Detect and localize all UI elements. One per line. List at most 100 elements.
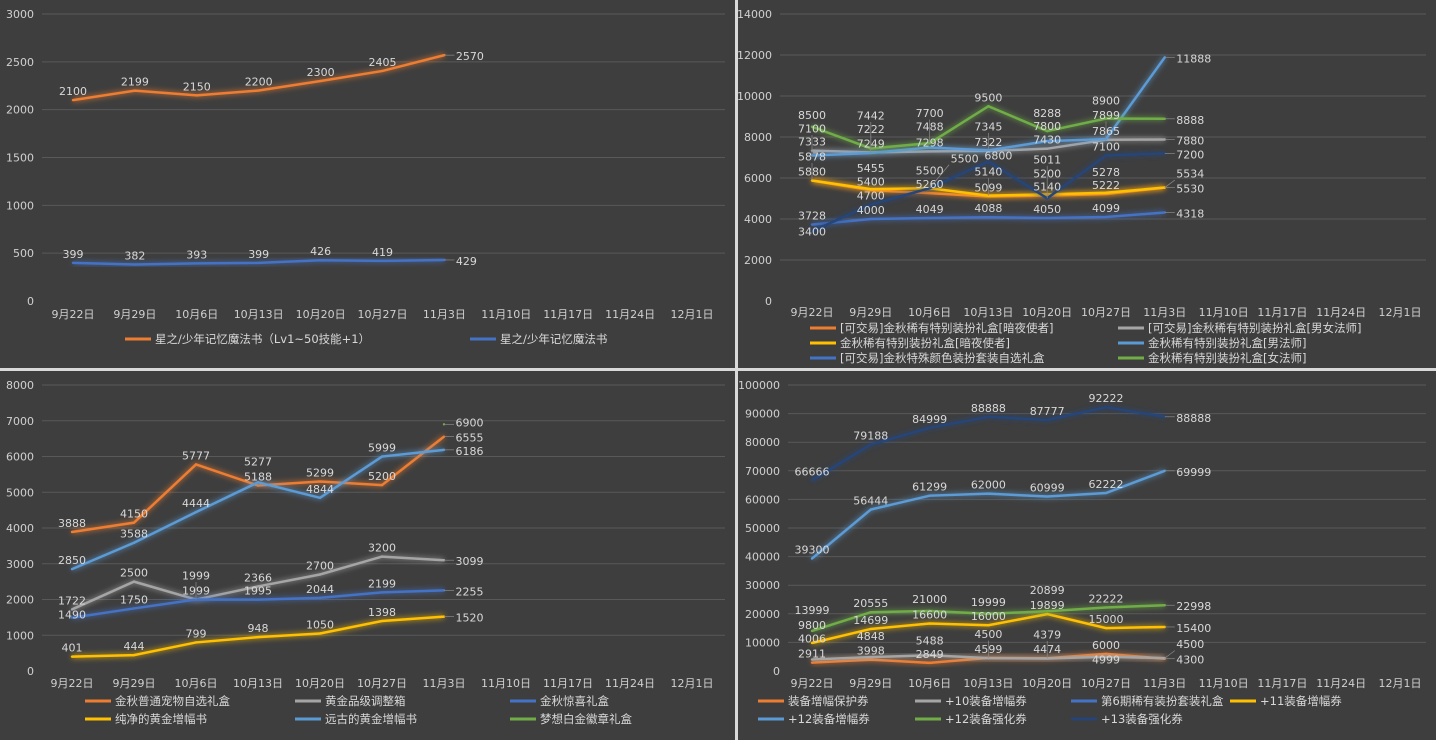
data-point <box>869 203 872 206</box>
data-label: 4844 <box>306 483 334 496</box>
data-point <box>195 262 198 265</box>
data-point <box>928 191 931 195</box>
data-point <box>319 259 322 262</box>
legend-label: 金秋普通宠物自选礼盒 <box>115 694 230 708</box>
data-label: 5277 <box>244 455 272 468</box>
data-label: 7298 <box>916 136 944 149</box>
x-tick-label: 10月6日 <box>908 306 951 319</box>
data-point <box>928 622 931 625</box>
data-label: 5500 <box>951 152 979 165</box>
data-label: 7100 <box>798 122 826 135</box>
y-tick-label: 1500 <box>6 152 34 165</box>
data-label: 7222 <box>857 123 885 136</box>
data-point <box>810 661 814 664</box>
y-tick-label: 6000 <box>6 451 34 464</box>
data-label: 4006 <box>798 633 826 646</box>
data-label: 3588 <box>120 528 148 541</box>
data-label: 2366 <box>244 571 272 584</box>
data-label: 399 <box>63 248 84 261</box>
data-label: 84999 <box>912 413 947 426</box>
data-point <box>380 619 384 623</box>
y-tick-label: 12000 <box>738 49 772 62</box>
x-tick-label: 10月13日 <box>234 308 284 321</box>
data-label: 39300 <box>795 544 830 557</box>
data-label: 1050 <box>306 618 334 631</box>
data-label: 4599 <box>974 643 1002 656</box>
chart-panel-top-left: 0 500 1000 1500 2000 2500 3000 9月22日 9月29日 10月6日 1… <box>0 0 735 368</box>
data-label: 393 <box>186 248 207 261</box>
line-chart: 0 1000 2000 3000 4000 5000 6000 7000 8000 9月22日 9月… <box>6 379 725 726</box>
data-label: 4444 <box>182 497 210 510</box>
data-point <box>380 455 384 458</box>
y-tick-label: 20000 <box>745 608 780 621</box>
chart-panel-bottom-right: 0 10000 20000 30000 40000 50000 60000 70000 8000… <box>738 371 1436 740</box>
data-label: 13999 <box>795 604 830 617</box>
data-point <box>869 627 872 631</box>
x-tick-label: 9月29日 <box>849 306 892 319</box>
data-label: 15000 <box>1089 613 1124 626</box>
series-layer <box>71 53 446 266</box>
data-label: 7249 <box>857 137 885 150</box>
x-tick-label: 10月13日 <box>963 306 1013 319</box>
x-tick-label: 9月29日 <box>113 677 156 690</box>
data-label: 5222 <box>1092 179 1120 192</box>
x-tick-label: 9月22日 <box>791 306 834 319</box>
data-point <box>257 89 260 92</box>
x-tick-label: 11月17日 <box>543 308 593 321</box>
data-point <box>810 641 814 645</box>
x-tick-label: 11月17日 <box>1257 677 1307 690</box>
data-label: 7430 <box>1033 134 1061 147</box>
data-label: 399 <box>248 248 269 261</box>
y-tick-label: 7000 <box>6 415 34 428</box>
y-tick-label: 500 <box>13 247 34 260</box>
data-point <box>195 94 198 97</box>
x-tick-label: 9月22日 <box>791 677 834 690</box>
label-layer: 0 1000 2000 3000 4000 5000 6000 7000 8000 9月22日 9月… <box>6 379 714 726</box>
x-tick-label: 10月27日 <box>358 308 408 321</box>
data-label: 2849 <box>916 648 944 661</box>
data-label: 4099 <box>1092 202 1120 215</box>
x-tick-label: 10月6日 <box>175 677 218 690</box>
data-label: 4150 <box>120 508 148 521</box>
data-label: 6186 <box>456 445 484 458</box>
data-label: 8888 <box>1176 114 1204 127</box>
y-tick-label: 10000 <box>745 636 780 649</box>
data-label: 5011 <box>1033 153 1061 166</box>
data-label: 16600 <box>912 609 947 622</box>
data-point <box>1104 626 1108 630</box>
data-label: 4500 <box>974 628 1002 641</box>
x-tick-label: 9月29日 <box>849 677 892 690</box>
data-label: 22998 <box>1176 600 1211 613</box>
data-point <box>318 573 322 576</box>
label-layer: 0 500 1000 1500 2000 2500 3000 9月22日 9月29日 10月6日 1… <box>6 8 714 346</box>
x-tick-label: 12月1日 <box>671 677 714 690</box>
data-label: 7880 <box>1176 134 1204 147</box>
data-label: 3728 <box>798 210 826 223</box>
y-tick-label: 100000 <box>738 379 780 392</box>
y-tick-label: 3000 <box>6 558 34 571</box>
x-tick-label: 11月3日 <box>1143 677 1186 690</box>
data-point <box>133 89 137 92</box>
data-label: 4088 <box>974 202 1002 215</box>
data-point <box>257 261 260 265</box>
data-label: 8288 <box>1033 107 1061 120</box>
label-layer: 0 10000 20000 30000 40000 50000 60000 70000 8000… <box>738 379 1422 726</box>
data-label: 20555 <box>853 597 888 610</box>
x-tick-label: 11月3日 <box>423 677 466 690</box>
chart-panel-top-right: 0 2000 4000 6000 8000 10000 12000 14000 9月22日 9月2… <box>738 0 1436 368</box>
data-point <box>132 521 136 524</box>
data-point <box>256 635 260 639</box>
x-tick-label: 11月17日 <box>543 677 593 690</box>
data-label: 6800 <box>984 150 1012 163</box>
data-label: 4050 <box>1033 203 1061 216</box>
data-label: 419 <box>372 246 393 259</box>
y-tick-label: 6000 <box>744 172 772 185</box>
data-label: 7800 <box>1033 120 1061 133</box>
y-tick-label: 30000 <box>745 579 780 592</box>
y-tick-label: 2500 <box>6 56 34 69</box>
data-label: 56444 <box>853 495 888 508</box>
data-label: 88888 <box>971 402 1006 415</box>
data-point <box>987 215 990 219</box>
data-label: 5530 <box>1176 183 1204 196</box>
data-label: 87777 <box>1030 405 1065 418</box>
